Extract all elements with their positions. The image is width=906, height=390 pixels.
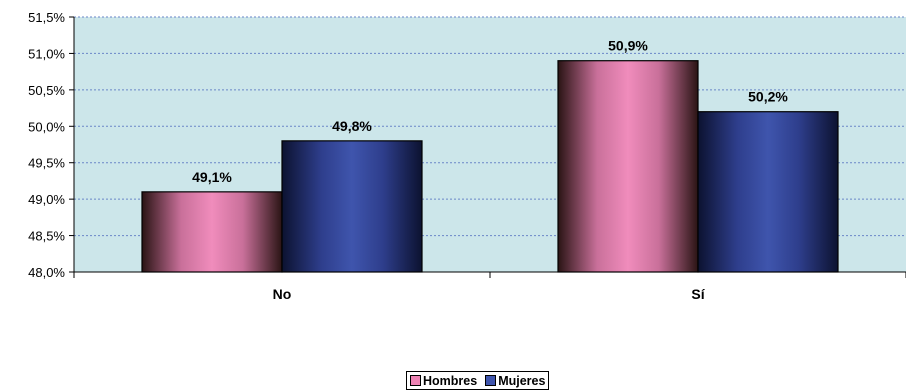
data-label: 50,2% (748, 89, 788, 105)
legend: Hombres Mujeres (406, 371, 550, 390)
legend-swatch-mujeres (485, 375, 497, 386)
bar-hombres-1 (557, 60, 699, 273)
y-tick-label: 49,0% (28, 192, 65, 207)
legend-item-hombres: Hombres (410, 374, 477, 388)
bar-mujeres-1 (697, 111, 839, 273)
y-tick-label: 48,5% (28, 229, 65, 244)
legend-item-mujeres: Mujeres (485, 374, 545, 388)
legend-swatch-hombres (410, 375, 421, 386)
bars (141, 60, 839, 273)
y-tick-label: 48,0% (28, 265, 65, 280)
x-axis: No Sí (73, 271, 906, 302)
x-tick-label: No (273, 286, 292, 302)
bar-hombres-0 (141, 191, 283, 273)
y-tick-label: 51,0% (28, 46, 65, 61)
y-tick-label: 50,0% (28, 119, 65, 134)
legend-label-mujeres: Mujeres (498, 373, 546, 388)
y-tick-label: 49,5% (28, 156, 65, 171)
y-axis: 48,0% 48,5% 49,0% 49,5% 50,0% 50,5% 51,0% 51,5% (28, 10, 75, 280)
data-labels: 49,1% 49,8% 50,9% 50,2% (192, 38, 788, 185)
y-tick-label: 51,5% (28, 10, 65, 25)
x-tick-label: Sí (691, 286, 705, 302)
legend-label-hombres: Hombres (423, 373, 478, 388)
y-tick-label: 50,5% (28, 83, 65, 98)
data-label: 49,1% (192, 169, 232, 185)
data-label: 49,8% (332, 118, 372, 134)
data-label: 50,9% (608, 38, 648, 54)
bar-mujeres-0 (281, 140, 423, 273)
